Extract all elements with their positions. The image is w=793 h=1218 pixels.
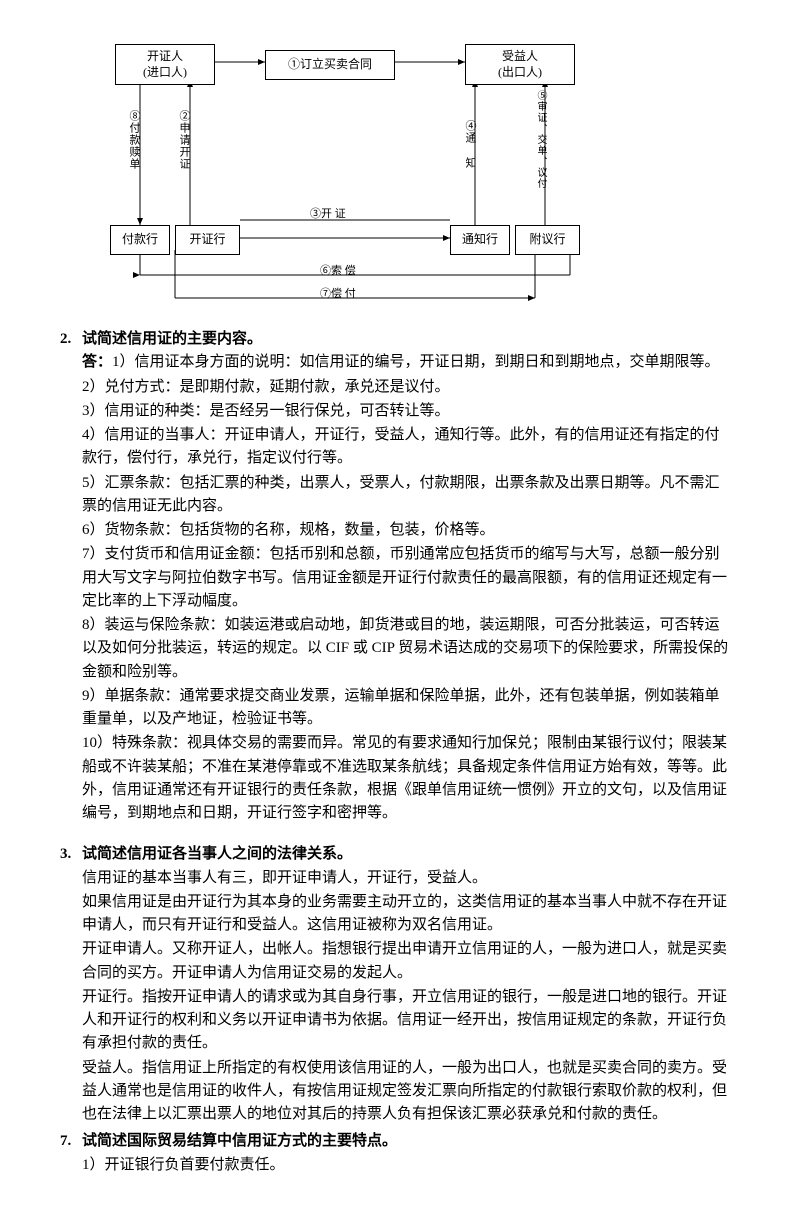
sec3-p2: 如果信用证是由开证行为其本身的业务需要主动开立的，这类信用证的基本当事人中就不存… [82, 891, 733, 938]
node-importer-l1: 开证人 [118, 49, 212, 65]
sec2-p5: 5）汇票条款：包括汇票的种类，出票人，受票人，付款期限，出票条款及出票日期等。凡… [82, 472, 733, 519]
sec2-p2: 2）兑付方式：是即期付款，延期付款，承兑还是议付。 [82, 376, 733, 399]
lc-flowchart: 开证人 (进口人) ①订立买卖合同 受益人 (出口人) 付款行 开证行 通知行 … [80, 30, 610, 310]
sec2-title: 试简述信用证的主要内容。 [82, 328, 262, 351]
edge-6: ⑥索 偿 [320, 262, 356, 278]
sec2-p9: 9）单据条款：通常要求提交商业发票，运输单据和保险单据，此外，还有包装单据，例如… [82, 685, 733, 732]
section-3: 3. 试简述信用证各当事人之间的法律关系。 信用证的基本当事人有三，即开证申请人… [60, 843, 733, 1126]
sec2-num: 2. [60, 328, 82, 351]
sec2-p6: 6）货物条款：包括货物的名称，规格，数量，包装，价格等。 [82, 519, 733, 542]
sec3-p1: 信用证的基本当事人有三，即开证申请人，开证行，受益人。 [82, 867, 733, 890]
sec3-p3: 开证申请人。又称开证人，出帐人。指想银行提出申请开立信用证的人，一般为进口人，就… [82, 938, 733, 985]
sec3-num: 3. [60, 843, 82, 866]
sec2-p1: 1）信用证本身方面的说明：如信用证的编号，开证日期，到期日和到期地点，交单期限等… [112, 354, 720, 370]
sec7-num: 7. [60, 1130, 82, 1153]
sec7-p1: 1）开证银行负首要付款责任。 [82, 1154, 733, 1177]
sec2-p4: 4）信用证的当事人：开证申请人，开证行，受益人，通知行等。此外，有的信用证还有指… [82, 424, 733, 471]
node-exporter-l1: 受益人 [468, 49, 572, 65]
sec2-p10: 10）特殊条款：视具体交易的需要而异。常见的有要求通知行加保兑；限制由某银行议付… [82, 732, 733, 825]
node-importer-l2: (进口人) [118, 65, 212, 81]
sec2-p8: 8）装运与保险条款：如装运港或启动地，卸货港或目的地，装运期限，可否分批装运，可… [82, 614, 733, 684]
section-7: 7. 试简述国际贸易结算中信用证方式的主要特点。 1）开证银行负首要付款责任。 [60, 1130, 733, 1177]
sec2-ans-label: 答： [82, 354, 112, 370]
edge-8: ⑧付款赎单 [126, 110, 142, 170]
node-issuing-bank: 开证行 [175, 225, 240, 255]
node-importer: 开证人 (进口人) [115, 44, 215, 85]
sec3-p5: 受益人。指信用证上所指定的有权使用该信用证的人，一般为出口人，也就是买卖合同的卖… [82, 1057, 733, 1127]
node-advising-bank: 通知行 [450, 225, 510, 255]
sec3-p4: 开证行。指按开证申请人的请求或为其自身行事，开立信用证的银行，一般是进口地的银行… [82, 986, 733, 1056]
sec3-title: 试简述信用证各当事人之间的法律关系。 [82, 843, 352, 866]
section-2: 2. 试简述信用证的主要内容。 答：1）信用证本身方面的说明：如信用证的编号，开… [60, 328, 733, 825]
node-exporter: 受益人 (出口人) [465, 44, 575, 85]
node-contract: ①订立买卖合同 [265, 50, 395, 80]
edge-5: ⑤审证、交单、议付 [533, 90, 548, 189]
edge-7: ⑦偿 付 [320, 285, 356, 301]
sec2-p7: 7）支付货币和信用证金额：包括币别和总额，币别通常应包括货币的缩写与大写，总额一… [82, 543, 733, 613]
node-negotiating-bank: 附议行 [515, 225, 580, 255]
edge-3: ③开 证 [310, 205, 346, 221]
node-paying-bank: 付款行 [110, 225, 170, 255]
edge-4: ④通 知 [462, 120, 478, 169]
node-exporter-l2: (出口人) [468, 65, 572, 81]
sec2-p3: 3）信用证的种类：是否经另一银行保兑，可否转让等。 [82, 400, 733, 423]
edge-2: ②申请开证 [176, 110, 192, 170]
sec7-title: 试简述国际贸易结算中信用证方式的主要特点。 [82, 1130, 397, 1153]
